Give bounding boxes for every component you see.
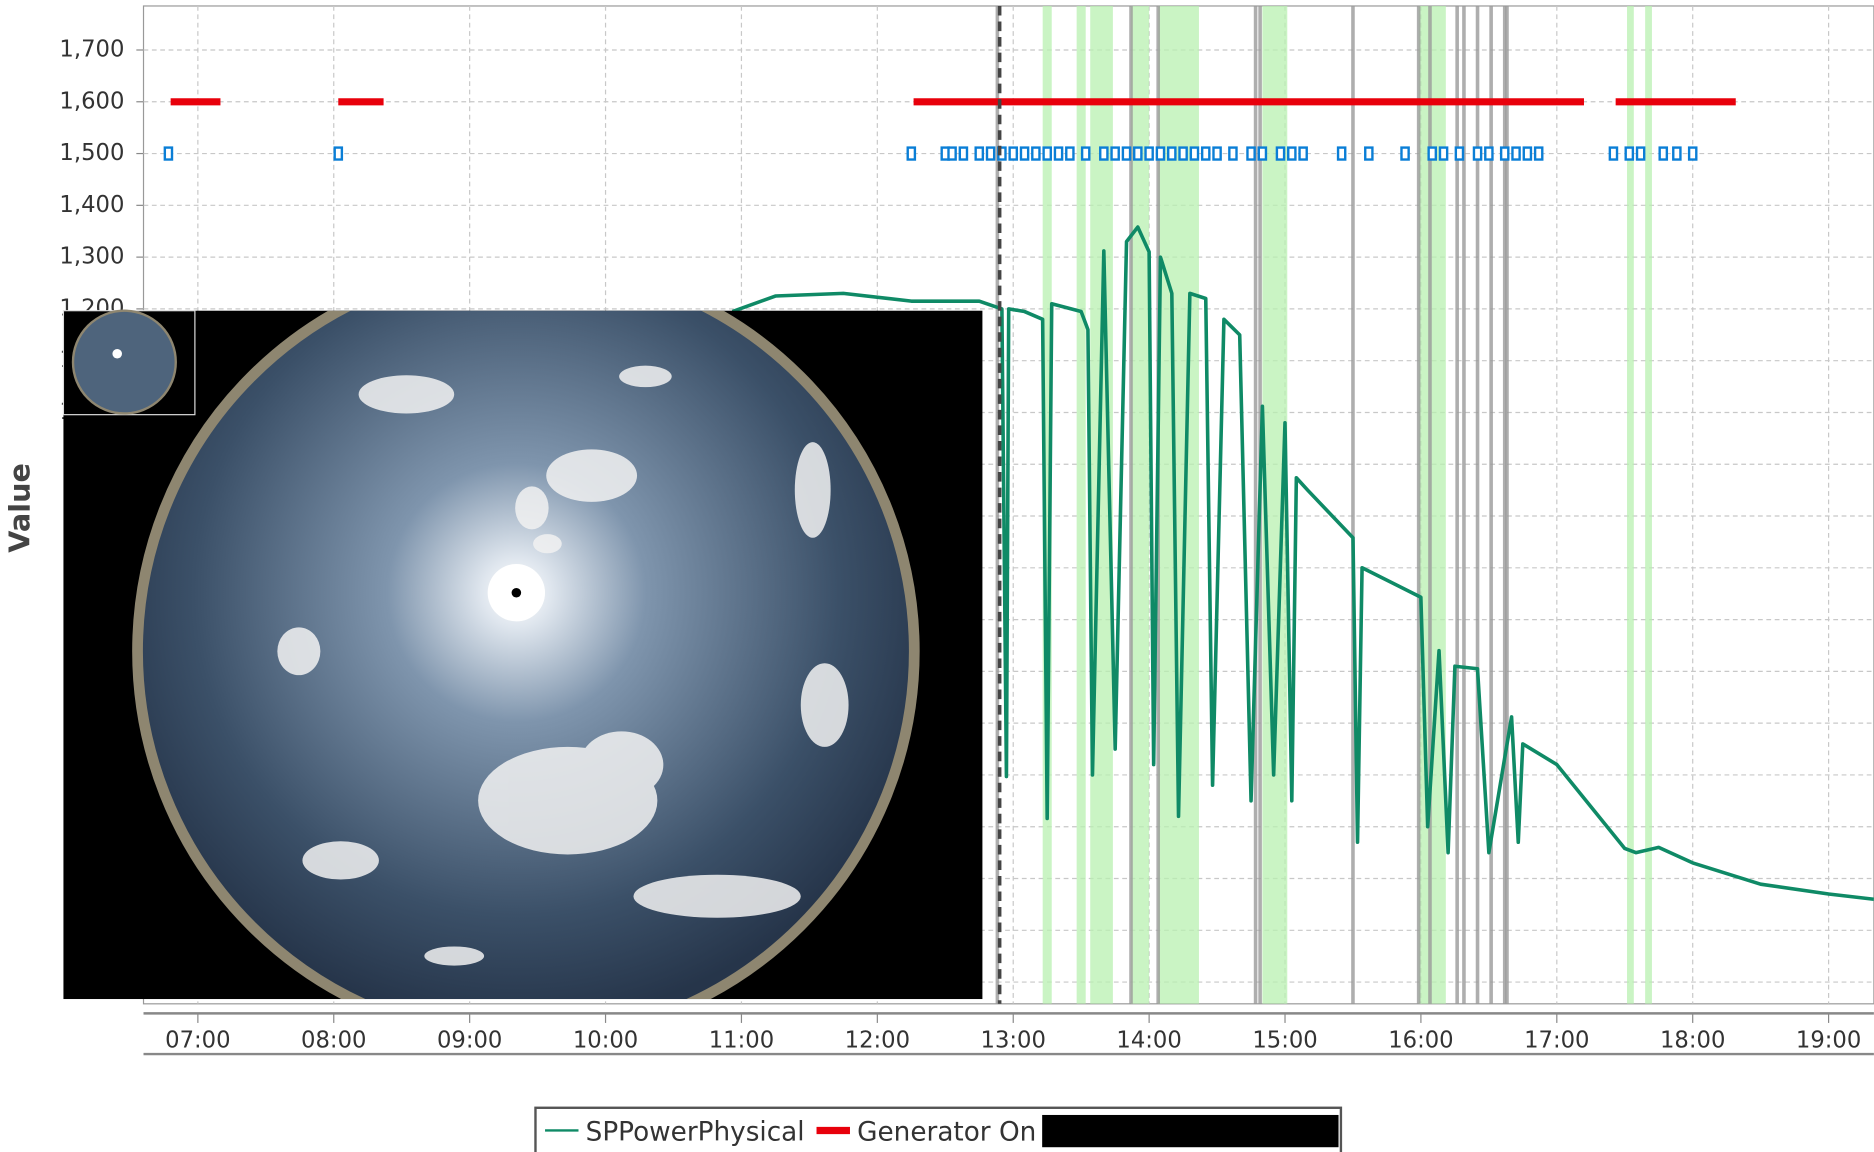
x-tick-label: 19:00: [1796, 1027, 1861, 1053]
event-marker: [165, 148, 172, 160]
event-marker: [1401, 148, 1408, 160]
event-marker: [1021, 148, 1028, 160]
legend: SPPowerPhysical Generator On: [535, 1108, 1340, 1152]
x-tick-label: 08:00: [301, 1027, 366, 1053]
event-marker: [1485, 148, 1492, 160]
y-tick-label: 1,700: [59, 36, 124, 62]
event-marker: [908, 148, 915, 160]
event-marker: [1689, 148, 1696, 160]
event-marker: [1440, 148, 1447, 160]
event-marker: [1247, 148, 1254, 160]
x-tick-label: 16:00: [1388, 1027, 1453, 1053]
event-marker: [1535, 148, 1542, 160]
chart: Value -10001002003004005006007008009001,…: [0, 0, 1874, 1152]
fisheye-sky: [138, 263, 915, 1040]
event-marker: [1134, 148, 1141, 160]
y-tick-label: 1,400: [59, 192, 124, 218]
event-marker: [1610, 148, 1617, 160]
event-marker: [948, 148, 955, 160]
x-tick-label: 17:00: [1524, 1027, 1589, 1053]
y-tick-label: 1,600: [59, 88, 124, 114]
x-tick-label: 12:00: [845, 1027, 910, 1053]
event-marker: [1277, 148, 1284, 160]
event-marker: [1213, 148, 1220, 160]
x-tick-label: 07:00: [165, 1027, 230, 1053]
event-marker: [1429, 148, 1436, 160]
redacted-legend-entry: [1042, 1115, 1338, 1147]
thumbnail-sun: [112, 349, 122, 359]
event-marker: [1055, 148, 1062, 160]
event-marker: [1229, 148, 1236, 160]
event-marker: [1660, 148, 1667, 160]
event-marker: [1112, 148, 1119, 160]
body: Value -10001002003004005006007008009001,…: [0, 0, 1874, 1152]
event-marker: [1010, 148, 1017, 160]
event-marker: [335, 148, 342, 160]
event-marker: [1456, 148, 1463, 160]
event-marker: [1512, 148, 1519, 160]
y-axis-label: Value: [3, 463, 37, 553]
event-marker: [1474, 148, 1481, 160]
event-marker: [1123, 148, 1130, 160]
legend-label: SPPowerPhysical: [586, 1117, 805, 1147]
event-marker: [976, 148, 983, 160]
legend-label: Generator On: [857, 1117, 1036, 1147]
thumbnail-sky: [73, 311, 176, 414]
event-marker: [1066, 148, 1073, 160]
sun-marker: [512, 588, 522, 598]
x-tick-label: 09:00: [437, 1027, 502, 1053]
event-marker: [1146, 148, 1153, 160]
x-tick-label: 11:00: [709, 1027, 774, 1053]
event-marker: [1300, 148, 1307, 160]
x-tick-label: 18:00: [1660, 1027, 1725, 1053]
event-marker: [987, 148, 994, 160]
event-marker: [1501, 148, 1508, 160]
event-marker: [1288, 148, 1295, 160]
event-marker: [1168, 148, 1175, 160]
x-tick-label: 14:00: [1116, 1027, 1181, 1053]
y-tick-label: 1,500: [59, 140, 124, 166]
event-marker: [1338, 148, 1345, 160]
event-marker: [1157, 148, 1164, 160]
event-marker: [960, 148, 967, 160]
x-tick-label: 10:00: [573, 1027, 638, 1053]
event-marker: [1259, 148, 1266, 160]
event-marker: [1637, 148, 1644, 160]
event-marker: [1673, 148, 1680, 160]
event-marker: [1365, 148, 1372, 160]
event-marker: [1202, 148, 1209, 160]
y-tick-label: 1,300: [59, 244, 124, 270]
event-marker: [1524, 148, 1531, 160]
event-marker: [1032, 148, 1039, 160]
event-marker: [1044, 148, 1051, 160]
x-tick-label: 13:00: [981, 1027, 1046, 1053]
page: {"chart_data": { "type": "line", "y_labe…: [0, 0, 1874, 1152]
highlight-band: [1645, 6, 1652, 1004]
event-marker: [1100, 148, 1107, 160]
x-tick-label: 15:00: [1252, 1027, 1317, 1053]
event-marker: [1626, 148, 1633, 160]
event-marker: [1082, 148, 1089, 160]
sky-image: [63, 263, 982, 1040]
event-marker: [1191, 148, 1198, 160]
event-marker: [1180, 148, 1187, 160]
